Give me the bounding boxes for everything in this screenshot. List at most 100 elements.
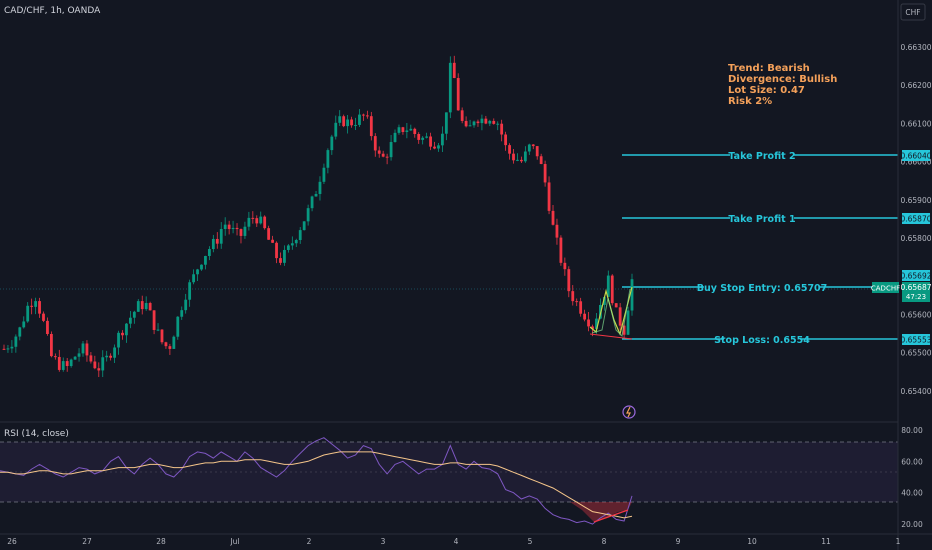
price-tick-label: 0.65500 <box>900 349 931 358</box>
candle-body <box>69 359 73 367</box>
candle-body <box>606 275 610 297</box>
time-tick-label: 9 <box>676 537 681 546</box>
candle-body <box>176 316 180 337</box>
candle-body <box>294 240 298 244</box>
rsi-label: RSI (14, close) <box>4 429 69 439</box>
take-profit-1-label-bg <box>730 211 794 225</box>
candle-body <box>14 336 18 347</box>
candle-body <box>342 116 346 127</box>
candle-body <box>89 355 93 362</box>
price-ticks: 0.66300 0.66200 0.66100 0.66000 0.65900 0.658… <box>900 43 931 396</box>
time-tick-label: 8 <box>602 537 607 546</box>
stop-loss-tag-text: 0.65553 <box>900 336 931 345</box>
candle-body <box>350 119 353 126</box>
take-profit-1-label: Take Profit 1 <box>728 214 795 225</box>
candle-body <box>164 342 168 347</box>
candle-body <box>626 310 630 335</box>
candle-body <box>587 319 590 327</box>
candle-body <box>496 123 500 125</box>
candle-body <box>322 167 326 182</box>
candle-body <box>34 301 37 307</box>
candle-body <box>156 329 160 331</box>
lot-size-text: Lot Size: 0.47 <box>728 85 805 96</box>
candle-body <box>358 114 361 125</box>
candle-body <box>53 356 57 358</box>
candle-body <box>125 323 128 336</box>
candle-body <box>591 326 594 329</box>
candle-body <box>200 264 203 270</box>
candle-body <box>302 221 306 231</box>
candle-body <box>393 132 397 143</box>
candle-body <box>421 137 425 140</box>
candle-body <box>26 305 30 322</box>
candle-body <box>61 361 65 370</box>
price-tick-label: 0.65600 <box>900 310 931 319</box>
candle-body <box>595 318 598 329</box>
candle-body <box>298 230 302 241</box>
candle-body <box>132 311 136 318</box>
candle-body <box>468 125 472 127</box>
candle-body <box>508 145 511 154</box>
candle-body <box>263 216 267 229</box>
level-stop-loss: Stop Loss: 0.6554 <box>622 332 898 346</box>
candle-body <box>492 120 496 124</box>
stop-loss-label-bg <box>724 332 800 346</box>
take-profit-2-label-bg <box>730 148 794 162</box>
candle-body <box>338 116 342 123</box>
candle-body <box>255 218 259 224</box>
candle-body <box>251 217 255 219</box>
rsi-tick-label: 40.00 <box>901 489 923 498</box>
candle-body <box>555 224 559 238</box>
entry-tag <box>902 270 930 281</box>
price-tick-label: 0.66200 <box>900 81 931 90</box>
symbol-label[interactable]: CAD/CHF, 1h, OANDA <box>4 6 101 16</box>
candle-body <box>512 153 515 161</box>
candle-body <box>267 228 271 240</box>
time-axis[interactable]: 26 27 28 Jul 2 3 4 5 8 9 10 11 1 <box>0 533 932 546</box>
candle-body <box>73 356 77 360</box>
price-tick-label: 0.65900 <box>900 196 931 205</box>
candle-body <box>243 226 247 236</box>
candle-body <box>310 196 314 209</box>
take-profit-2-tag-text: 0.66040 <box>900 152 931 161</box>
candle-body <box>504 134 508 146</box>
candle-body <box>117 332 120 348</box>
candle-body <box>583 313 587 320</box>
stop-loss-label: Stop Loss: 0.6554 <box>714 335 810 346</box>
candle-body <box>184 299 188 311</box>
time-tick-label: 5 <box>528 537 533 546</box>
candle-body <box>152 310 156 330</box>
candle-body <box>239 229 243 236</box>
candle-body <box>22 321 26 328</box>
candle-body <box>168 346 172 349</box>
candle-body <box>6 348 10 350</box>
candle-body <box>417 134 421 140</box>
price-divergence-line <box>589 333 633 340</box>
price-axis[interactable]: CHF 0.663000.662000.661000.660000.659000… <box>871 0 932 550</box>
candle-body <box>389 142 393 158</box>
rsi-band-fill <box>0 442 898 502</box>
candle-body <box>354 124 357 126</box>
candle-body <box>563 262 567 270</box>
candle-body <box>188 282 192 300</box>
candle-body <box>429 136 432 147</box>
current-price-text: 0.65687 <box>900 283 931 292</box>
time-tick-label: 1 <box>896 537 901 546</box>
time-tick-label: 27 <box>82 537 92 546</box>
candle-body <box>397 127 401 133</box>
time-tick-label: 3 <box>381 537 386 546</box>
candle-body <box>227 224 231 230</box>
trade-annotation: Trend: Bearish Divergence: Bullish Lot S… <box>728 63 837 107</box>
candle-body <box>290 243 294 246</box>
candle-body <box>10 346 14 349</box>
currency-button[interactable] <box>900 3 926 21</box>
candles <box>2 55 634 378</box>
candle-body <box>77 353 81 357</box>
entry-tag-text: 0.65692 <box>900 272 931 281</box>
symbol-badge <box>872 282 899 293</box>
rsi-tick-label: 80.00 <box>901 426 923 435</box>
candle-body <box>346 119 350 127</box>
alert-icon[interactable] <box>622 405 636 419</box>
time-tick-label: 10 <box>747 537 757 546</box>
